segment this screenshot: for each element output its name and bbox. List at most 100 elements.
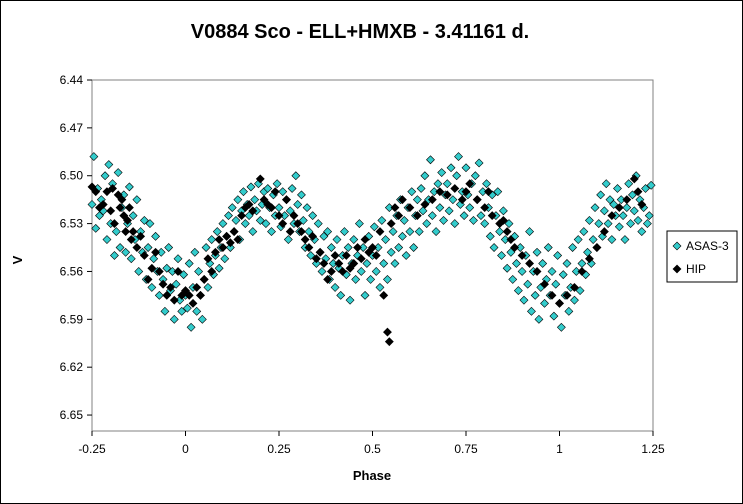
asas3-point bbox=[207, 235, 217, 244]
asas3-point bbox=[263, 184, 273, 193]
y-axis-title: V bbox=[10, 255, 25, 264]
asas3-point bbox=[244, 211, 254, 221]
asas3-point bbox=[383, 275, 392, 284]
asas3-point bbox=[448, 195, 458, 205]
asas3-point bbox=[225, 243, 235, 252]
hip-point bbox=[353, 243, 362, 252]
asas3-point bbox=[220, 254, 230, 264]
asas3-point bbox=[568, 243, 578, 252]
hip-point bbox=[169, 295, 179, 305]
hip-point bbox=[121, 227, 131, 236]
x-tick-label: 1.25 bbox=[641, 442, 665, 456]
hip-point bbox=[244, 200, 254, 209]
hip-point bbox=[547, 290, 557, 300]
hip-point bbox=[177, 290, 187, 300]
asas3-point bbox=[414, 227, 424, 236]
hip-point bbox=[584, 254, 594, 264]
hip-point bbox=[102, 187, 112, 197]
hip-point bbox=[192, 282, 202, 292]
hip-point bbox=[487, 211, 497, 221]
asas3-point bbox=[622, 203, 632, 213]
hip-point bbox=[300, 235, 310, 244]
asas3-point bbox=[100, 171, 110, 181]
asas3-point bbox=[476, 211, 486, 221]
asas3-point bbox=[143, 243, 153, 252]
asas3-point bbox=[401, 251, 411, 260]
asas3-point bbox=[465, 203, 475, 213]
hip-point bbox=[119, 211, 129, 221]
asas3-point bbox=[637, 227, 647, 236]
asas3-point bbox=[497, 251, 506, 260]
asas3-point bbox=[311, 259, 321, 268]
hip-point bbox=[315, 247, 325, 257]
asas3-point bbox=[642, 219, 652, 229]
asas3-point bbox=[502, 263, 512, 273]
hip-point bbox=[592, 243, 602, 252]
hip-point bbox=[390, 203, 400, 213]
asas3-point bbox=[293, 200, 303, 209]
asas3-point bbox=[469, 215, 478, 225]
hip-point bbox=[465, 179, 475, 189]
asas3-point bbox=[512, 259, 521, 268]
hip-point bbox=[113, 190, 123, 200]
asas3-point bbox=[624, 179, 634, 189]
legend-marker bbox=[672, 241, 682, 251]
asas3-point bbox=[272, 179, 282, 189]
y-tick-label: 6.65 bbox=[60, 408, 84, 422]
hip-point bbox=[110, 219, 119, 229]
hip-point bbox=[123, 215, 132, 225]
hip-point bbox=[162, 290, 172, 300]
asas3-point bbox=[240, 219, 250, 229]
asas3-point bbox=[517, 267, 527, 276]
asas3-point bbox=[388, 227, 398, 236]
asas3-point bbox=[418, 206, 428, 216]
hip-point bbox=[143, 275, 153, 284]
hip-point bbox=[154, 267, 164, 276]
asas3-point bbox=[231, 215, 241, 225]
hip-point bbox=[151, 247, 161, 257]
hip-point bbox=[233, 235, 243, 244]
asas3-point bbox=[177, 306, 187, 316]
asas3-point bbox=[549, 311, 559, 321]
hip-point bbox=[136, 231, 146, 241]
asas3-point bbox=[121, 247, 131, 257]
asas3-point bbox=[340, 227, 349, 236]
asas3-point bbox=[498, 206, 508, 216]
hip-point bbox=[98, 200, 108, 209]
hip-point bbox=[341, 251, 351, 260]
hip-point bbox=[457, 195, 467, 205]
asas3-point bbox=[332, 235, 342, 244]
asas3-point bbox=[154, 290, 164, 300]
hip-point bbox=[637, 200, 647, 209]
hip-point bbox=[334, 259, 344, 268]
y-tick-label: 6.59 bbox=[60, 312, 84, 326]
hip-point bbox=[319, 259, 329, 268]
asas3-point bbox=[124, 182, 134, 192]
asas3-point bbox=[538, 259, 548, 268]
asas3-point bbox=[87, 200, 97, 209]
asas3-point bbox=[194, 267, 204, 276]
asas3-point bbox=[224, 211, 233, 221]
asas3-point bbox=[407, 187, 417, 197]
chart-title: V0884 Sco - ELL+HMXB - 3.41161 d. bbox=[191, 21, 529, 43]
asas3-point bbox=[302, 203, 312, 213]
hip-point bbox=[304, 243, 314, 252]
asas3-point bbox=[267, 227, 276, 236]
asas3-point bbox=[330, 282, 340, 292]
hip-point bbox=[311, 254, 321, 264]
hip-point bbox=[364, 247, 374, 257]
hip-point bbox=[498, 215, 508, 225]
hip-point bbox=[345, 263, 355, 273]
asas3-point bbox=[246, 182, 256, 192]
asas3-point bbox=[182, 303, 192, 313]
asas3-point bbox=[482, 179, 491, 189]
asas3-point bbox=[601, 179, 611, 189]
asas3-point bbox=[513, 286, 523, 296]
hip-point bbox=[214, 235, 224, 244]
hip-point bbox=[229, 227, 239, 236]
x-tick-label: 1 bbox=[556, 442, 563, 456]
hip-point bbox=[222, 231, 232, 241]
asas3-point bbox=[439, 215, 448, 225]
hip-point bbox=[386, 219, 396, 229]
